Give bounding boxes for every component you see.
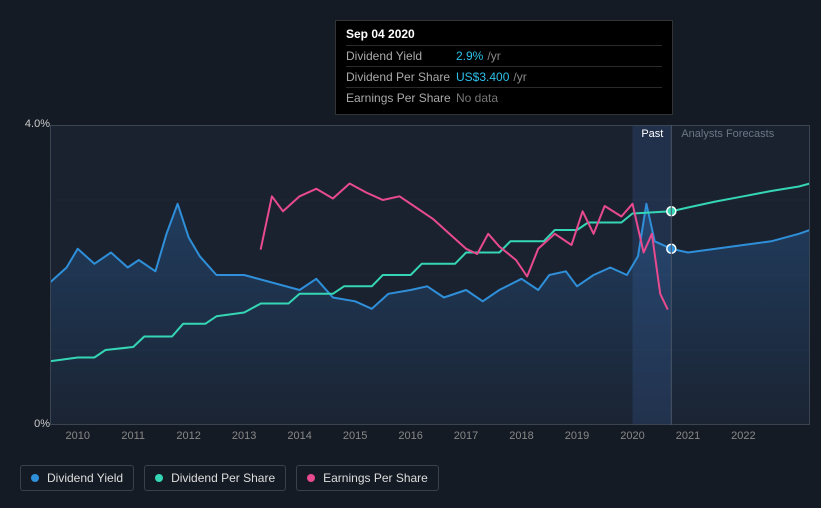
- tooltip-rows: Dividend Yield2.9%/yrDividend Per ShareU…: [346, 45, 662, 108]
- x-axis-tick-label: 2013: [232, 430, 256, 442]
- region-label-forecast: Analysts Forecasts: [681, 128, 774, 140]
- x-axis-tick-label: 2021: [676, 430, 700, 442]
- x-axis-tick-label: 2020: [620, 430, 644, 442]
- chart-tooltip: Sep 04 2020 Dividend Yield2.9%/yrDividen…: [335, 20, 673, 115]
- tooltip-row-label: Dividend Yield: [346, 49, 456, 63]
- dividend-chart: Past Analysts Forecasts 0%4.0% 201020112…: [20, 105, 810, 445]
- x-axis-tick-label: 2012: [176, 430, 200, 442]
- legend-item[interactable]: Earnings Per Share: [296, 465, 439, 491]
- legend-label: Dividend Yield: [47, 471, 123, 485]
- legend-dot-icon: [155, 474, 163, 482]
- chart-plot-area[interactable]: Past Analysts Forecasts: [50, 125, 810, 425]
- region-label-past: Past: [641, 128, 663, 140]
- x-axis-tick-label: 2015: [343, 430, 367, 442]
- legend-item[interactable]: Dividend Yield: [20, 465, 134, 491]
- legend-dot-icon: [307, 474, 315, 482]
- x-axis-tick-label: 2022: [731, 430, 755, 442]
- y-axis-tick-label: 4.0%: [10, 118, 50, 130]
- x-axis-tick-label: 2010: [65, 430, 89, 442]
- tooltip-date: Sep 04 2020: [346, 27, 662, 45]
- tooltip-row-value: 2.9%/yr: [456, 49, 501, 63]
- tooltip-row-label: Dividend Per Share: [346, 70, 456, 84]
- legend-label: Earnings Per Share: [323, 471, 428, 485]
- x-axis-tick-label: 2011: [121, 430, 145, 442]
- x-axis-tick-label: 2014: [287, 430, 311, 442]
- x-axis-tick-label: 2019: [565, 430, 589, 442]
- chart-legend: Dividend Yield Dividend Per Share Earnings…: [20, 465, 439, 491]
- tooltip-row: Dividend Yield2.9%/yr: [346, 45, 662, 66]
- tooltip-row-value: US$3.400/yr: [456, 70, 527, 84]
- tooltip-row: Earnings Per ShareNo data: [346, 87, 662, 108]
- y-axis-tick-label: 0%: [10, 418, 50, 430]
- x-axis-labels: 2010 2011 2012 2013 2014 2015 2016 2017 2018 2019…: [50, 430, 810, 450]
- x-axis-tick-label: 2016: [398, 430, 422, 442]
- tooltip-row-value: No data: [456, 91, 498, 105]
- tooltip-row-label: Earnings Per Share: [346, 91, 456, 105]
- legend-item[interactable]: Dividend Per Share: [144, 465, 286, 491]
- legend-label: Dividend Per Share: [171, 471, 275, 485]
- x-axis-tick-label: 2018: [509, 430, 533, 442]
- legend-dot-icon: [31, 474, 39, 482]
- tooltip-row: Dividend Per ShareUS$3.400/yr: [346, 66, 662, 87]
- chart-svg: [50, 125, 810, 425]
- x-axis-tick-label: 2017: [454, 430, 478, 442]
